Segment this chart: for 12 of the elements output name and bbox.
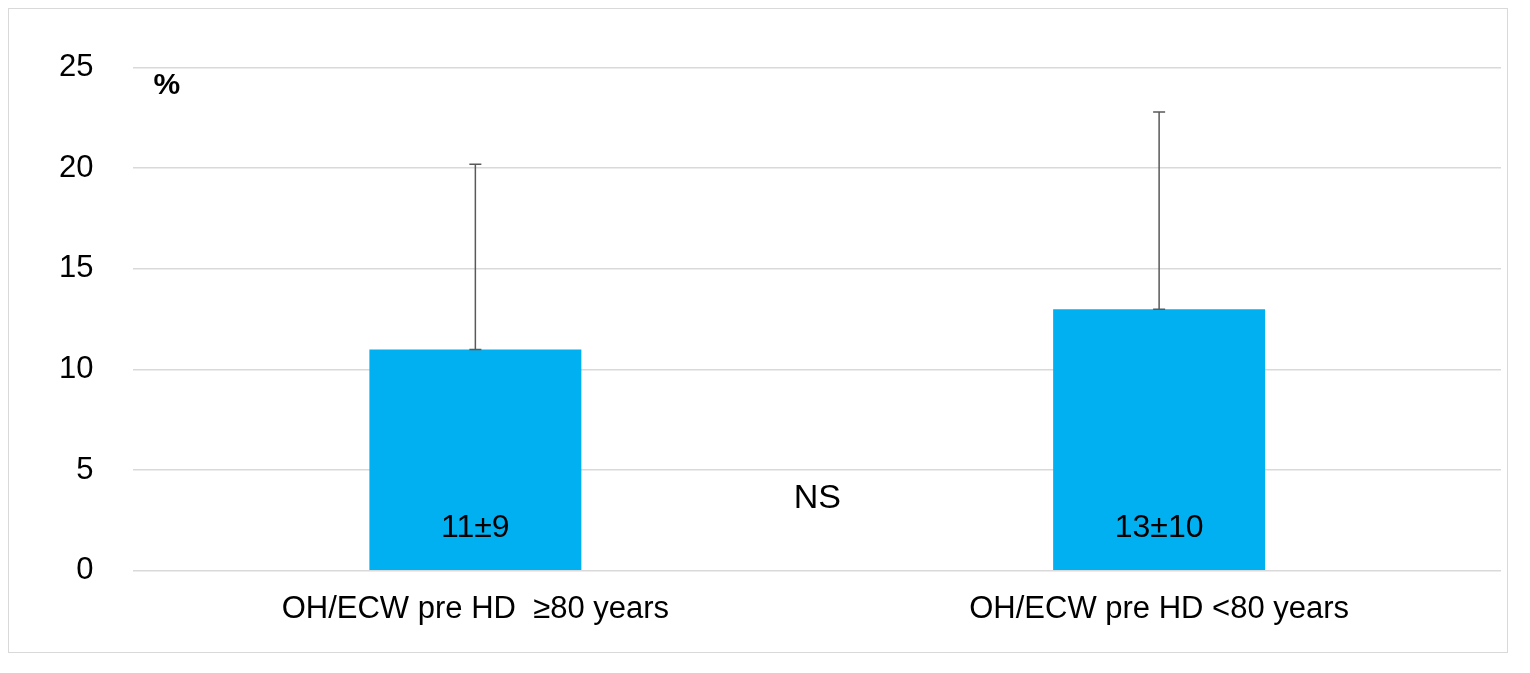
annotation: NS bbox=[793, 477, 841, 516]
y-tick-label: 0 bbox=[76, 551, 94, 587]
data-label: 13±10 bbox=[1114, 507, 1204, 544]
x-tick-label: OH/ECW pre HD <80 years bbox=[969, 589, 1350, 625]
y-axis-title: % bbox=[153, 66, 181, 100]
data-label: 11±9 bbox=[441, 507, 510, 544]
y-tick-label: 10 bbox=[59, 350, 94, 386]
x-tick-label: OH/ECW pre HD ≥80 years bbox=[281, 589, 670, 625]
y-tick-label: 15 bbox=[59, 249, 94, 285]
y-tick-label: 25 bbox=[59, 48, 94, 84]
y-tick-label: 5 bbox=[76, 450, 94, 486]
y-tick-label: 20 bbox=[59, 148, 94, 184]
